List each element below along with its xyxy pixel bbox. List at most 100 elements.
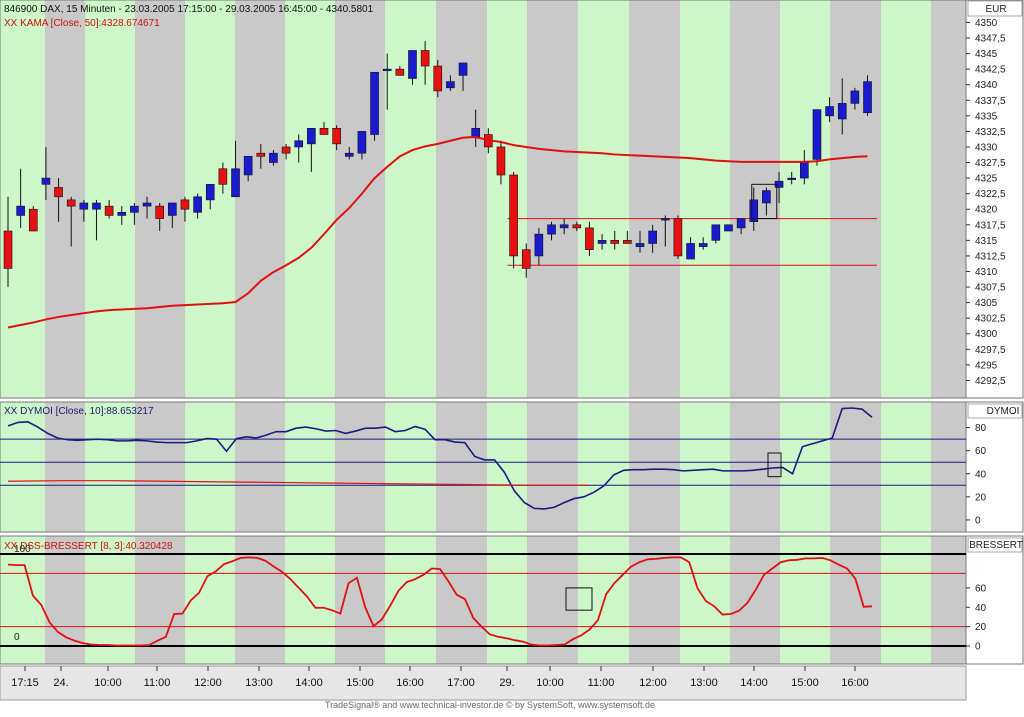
session-band <box>135 0 185 398</box>
session-band <box>0 536 45 664</box>
candle-body <box>205 184 215 201</box>
session-band <box>235 536 285 664</box>
time-tick-label: 13:00 <box>245 677 273 689</box>
dymoi-tick-label: 80 <box>975 423 987 434</box>
candle-body <box>16 205 25 216</box>
candle-body <box>446 81 455 89</box>
candle-body <box>711 224 721 241</box>
dymoi-red-line <box>7 480 588 486</box>
price-tick-label: 4307,5 <box>975 283 1006 294</box>
price-tick-label: 4300 <box>975 329 998 340</box>
session-band <box>578 0 629 398</box>
candle-body <box>193 196 202 213</box>
price-tick-label: 4310 <box>975 267 998 278</box>
candle-body <box>534 233 544 257</box>
candle-body <box>559 224 569 229</box>
candle-body <box>3 230 13 269</box>
price-tick-label: 4295 <box>975 360 998 371</box>
session-band <box>285 402 335 532</box>
candle-body <box>623 240 632 244</box>
dymoi-tick-label: 40 <box>975 469 987 480</box>
candle-body <box>736 218 746 229</box>
candle-body <box>433 65 443 92</box>
session-band <box>85 402 135 532</box>
candle-body <box>231 168 240 198</box>
candle-body <box>660 218 670 221</box>
price-tick-label: 4337,5 <box>975 96 1006 107</box>
session-band <box>335 536 385 664</box>
axis-area <box>965 401 1024 533</box>
candle-body <box>218 168 228 185</box>
candle-body <box>281 146 291 154</box>
candle-body <box>724 224 733 232</box>
candle-body <box>395 68 405 76</box>
session-band <box>680 0 730 398</box>
candle-body <box>812 109 822 160</box>
candle-body <box>825 106 834 117</box>
candle-body <box>521 249 531 269</box>
session-band <box>235 0 285 398</box>
candle-body <box>344 152 354 157</box>
candle-body <box>332 127 341 145</box>
candle-body <box>180 199 190 210</box>
candle-body <box>92 202 101 210</box>
time-tick-label: 12:00 <box>639 677 667 689</box>
price-tick-label: 4312,5 <box>975 251 1006 262</box>
session-band <box>487 536 527 664</box>
session-band <box>730 402 780 532</box>
axis-title-box <box>967 0 1023 17</box>
time-tick-label: 14:00 <box>740 677 768 689</box>
price-tick-label: 4297,5 <box>975 345 1006 356</box>
candle-body <box>382 68 392 71</box>
candle-body <box>496 146 506 176</box>
time-tick-label: 12:00 <box>194 677 222 689</box>
session-band <box>185 536 235 664</box>
price-tick-label: 4335 <box>975 111 998 122</box>
price-marker-box <box>751 183 778 220</box>
session-band <box>830 0 881 398</box>
dymoi-line <box>7 407 873 510</box>
candle-body <box>104 205 114 216</box>
dss-tick-label: 60 <box>975 583 987 594</box>
session-band <box>527 536 578 664</box>
candle-body <box>142 202 152 207</box>
footer-credit: TradeSignal® and www.technical-investor.… <box>325 700 655 710</box>
session-band <box>780 402 830 532</box>
session-band <box>45 536 85 664</box>
session-band <box>931 0 966 398</box>
session-band <box>85 536 135 664</box>
price-tick-label: 4342,5 <box>975 65 1006 76</box>
time-tick-label: 11:00 <box>588 677 615 689</box>
dss-label: XX DSS-BRESSERT [8, 3]:40.320428 <box>4 541 173 552</box>
candle-body <box>585 227 594 250</box>
candle-body <box>762 190 771 204</box>
time-tick-label: 24. <box>53 677 68 689</box>
time-tick-label: 16:00 <box>841 677 869 689</box>
candle-body <box>673 218 683 257</box>
dss-tick-label: 40 <box>975 603 987 614</box>
session-band <box>436 536 487 664</box>
candle-body <box>54 187 63 198</box>
dss-tick-label: 0 <box>975 642 981 653</box>
session-band <box>730 536 780 664</box>
candle-body <box>130 205 139 213</box>
axis-title-box <box>967 537 1023 553</box>
candle-body <box>597 240 607 244</box>
time-tick-label: 14:00 <box>295 677 323 689</box>
session-band <box>285 0 335 398</box>
candle-body <box>837 103 847 120</box>
dymoi-marker-box <box>767 452 782 478</box>
kama-line <box>7 136 868 329</box>
axis-title-box <box>967 403 1023 419</box>
candle-body <box>243 156 253 176</box>
session-band <box>436 402 487 532</box>
dymoi-tick-label: 20 <box>975 492 987 503</box>
price-tick-label: 4315 <box>975 236 998 247</box>
price-tick-label: 4340 <box>975 80 998 91</box>
price-tick-label: 4350 <box>975 18 998 29</box>
session-band <box>780 0 830 398</box>
candle-body <box>610 240 620 244</box>
candle-body <box>648 230 657 244</box>
session-band <box>385 402 436 532</box>
